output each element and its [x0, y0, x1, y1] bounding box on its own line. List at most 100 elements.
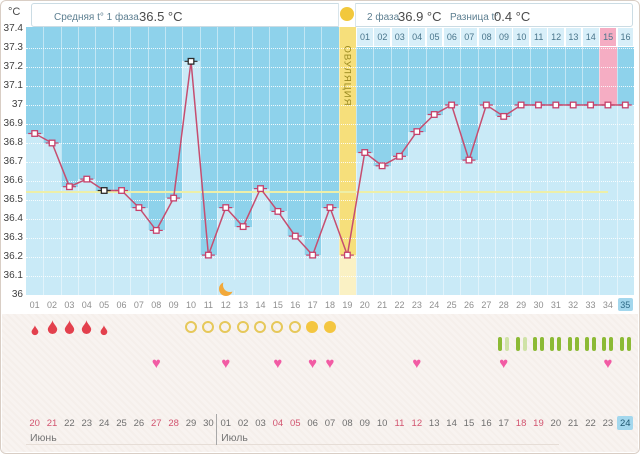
- column-separator: [581, 27, 583, 295]
- date-cell: 25: [116, 417, 127, 429]
- intercourse-heart-icon: ♥: [603, 355, 613, 372]
- day-column[interactable]: [199, 255, 218, 295]
- dpo-header-cell: 05: [426, 28, 443, 46]
- day-column[interactable]: [425, 114, 443, 295]
- date-cell: 04: [272, 417, 284, 429]
- column-separator: [78, 27, 80, 295]
- dpo-header-cell: 12: [548, 28, 564, 46]
- day-column[interactable]: [321, 207, 339, 295]
- date-cell: 23: [602, 417, 614, 429]
- dpo-header-cell: 07: [461, 28, 478, 46]
- test-strip-icon: [626, 337, 631, 351]
- y-axis-tick-label: 36.3: [3, 232, 23, 243]
- coverline: [26, 190, 608, 193]
- ovulation-test-negative-icon: [236, 321, 249, 333]
- y-axis-tick-label: 36.4: [3, 213, 23, 224]
- day-column[interactable]: [147, 230, 165, 295]
- date-cell: 08: [342, 417, 353, 429]
- day-column[interactable]: [269, 211, 287, 295]
- cycle-day-label: 35: [617, 298, 633, 311]
- cycle-day-label: 34: [602, 299, 613, 310]
- cycle-day-label: 09: [168, 299, 179, 310]
- day-column[interactable]: [408, 131, 426, 295]
- date-cell: 02: [237, 417, 249, 429]
- column-separator: [269, 27, 271, 295]
- dpo-header-cell: 13: [565, 28, 582, 46]
- column-separator: [95, 27, 97, 295]
- day-column[interactable]: [234, 226, 252, 295]
- day-column[interactable]: [356, 152, 374, 295]
- gridline: [26, 200, 634, 201]
- date-cell: 15: [463, 417, 475, 429]
- dpo-header-cell: 02: [374, 28, 391, 46]
- column-separator: [234, 27, 236, 295]
- day-column[interactable]: [26, 133, 44, 295]
- ovulation-header-cell: [338, 3, 356, 27]
- y-axis-tick-label: 36.9: [3, 118, 23, 129]
- calendar-separator: [26, 444, 559, 445]
- test-strip-icon: [515, 337, 520, 351]
- month-label: Июнь: [30, 432, 57, 444]
- dpo-header-row: [356, 27, 634, 47]
- ovulation-test-negative-icon: [219, 321, 232, 333]
- column-separator: [599, 27, 601, 295]
- cycle-day-label: 11: [203, 299, 214, 310]
- intercourse-heart-icon: ♥: [308, 355, 318, 372]
- ovulation-band-label: ОВУЛЯЦИЯ: [341, 45, 353, 107]
- date-cell: 22: [64, 417, 75, 429]
- day-column[interactable]: [286, 236, 304, 295]
- column-separator: [529, 27, 531, 295]
- date-cell: 03: [255, 417, 266, 429]
- day-column[interactable]: [303, 255, 322, 295]
- y-axis-tick-label: 37.4: [3, 23, 23, 34]
- date-cell: 05: [289, 417, 301, 429]
- test-strip-icon: [498, 337, 503, 351]
- dpo-header-cell: 09: [496, 28, 512, 46]
- column-separator: [356, 27, 358, 295]
- expected-period-band: [599, 47, 617, 105]
- gridline: [26, 67, 634, 68]
- gridline: [26, 143, 634, 144]
- day-column[interactable]: [390, 156, 409, 295]
- test-strip-icon: [505, 337, 510, 351]
- cycle-day-label: 29: [516, 299, 527, 310]
- cycle-day-label: 32: [568, 299, 579, 310]
- test-strip-icon: [574, 337, 579, 351]
- cycle-day-label: 06: [116, 299, 127, 310]
- date-cell: 23: [81, 417, 93, 429]
- y-axis-tick-label: 37.3: [3, 42, 23, 53]
- column-separator: [442, 27, 444, 295]
- dpo-header-cell: 10: [513, 28, 530, 46]
- cycle-day-label: 24: [429, 299, 440, 310]
- gridline: [26, 238, 634, 239]
- test-strip-icon: [557, 337, 562, 351]
- ovulation-band-lower: [338, 255, 357, 295]
- date-cell: 24: [98, 417, 110, 429]
- cycle-day-label: 31: [550, 299, 561, 310]
- date-cell: 16: [481, 417, 492, 429]
- cycle-day-label: 10: [186, 299, 197, 310]
- day-column[interactable]: [251, 188, 270, 295]
- cycle-day-label: 02: [47, 299, 58, 310]
- intercourse-heart-icon: ♥: [325, 355, 335, 372]
- column-separator: [182, 27, 184, 295]
- gridline: [26, 105, 634, 106]
- day-column[interactable]: [130, 207, 148, 295]
- cycle-day-label: 15: [272, 299, 283, 310]
- date-cell: 22: [585, 417, 596, 429]
- gridline: [26, 48, 634, 49]
- day-column[interactable]: [60, 186, 79, 295]
- day-column[interactable]: [112, 190, 131, 295]
- day-column[interactable]: [164, 198, 183, 295]
- moon-icon-mask: [223, 277, 238, 292]
- summary-bar: Средняя t° 1 фаза 36.5 °C 2 фаза 36.9 °C…: [31, 3, 633, 27]
- y-axis-tick-label: 37: [11, 99, 23, 110]
- temp-diff-value: 0.4 °C: [494, 9, 531, 24]
- test-strip-icon: [585, 337, 590, 351]
- column-separator: [564, 27, 566, 295]
- day-column[interactable]: [182, 61, 200, 295]
- day-column[interactable]: [95, 190, 113, 295]
- test-strip-icon: [539, 337, 544, 351]
